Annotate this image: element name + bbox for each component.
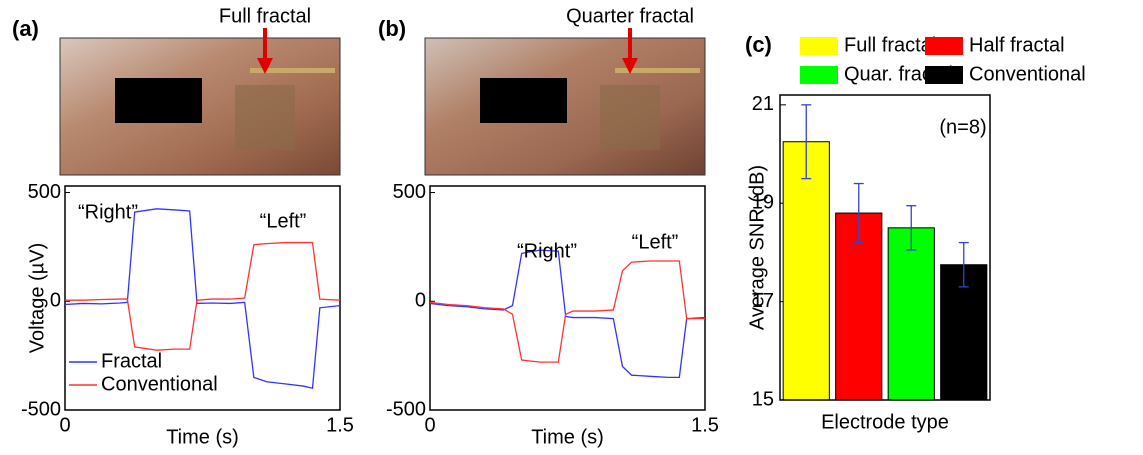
- legend-label: Conventional: [101, 373, 218, 395]
- series-line: [429, 260, 705, 363]
- legend-swatch: [800, 37, 838, 55]
- x-tick-label: 0: [424, 414, 435, 436]
- y-axis-label: Average SNR (dB): [746, 165, 768, 330]
- x-tick-label: 0: [59, 414, 70, 436]
- x-tick-label: 1.5: [326, 414, 354, 436]
- series-line: [429, 249, 706, 379]
- annotation: “Left”: [260, 210, 307, 232]
- arrow-head: [622, 58, 638, 74]
- x-axis-label: Electrode type: [821, 411, 949, 433]
- legend-label: Conventional: [969, 63, 1086, 85]
- bar: [887, 227, 935, 401]
- photo-label: Quarter fractal: [566, 5, 694, 27]
- x-axis-label: Time (s): [531, 426, 604, 448]
- series-line: [65, 241, 341, 351]
- annotation: (n=8): [939, 116, 986, 138]
- plot-frame: [64, 185, 341, 411]
- y-tick-label: 0: [50, 290, 61, 312]
- photo-mask: [480, 78, 567, 123]
- electrode-lead: [250, 68, 335, 73]
- panel-label: (b): [378, 16, 406, 41]
- annotation: “Left”: [632, 231, 679, 253]
- y-tick-label: 0: [415, 290, 426, 312]
- annotation: “Right”: [517, 240, 577, 262]
- legend-swatch: [800, 66, 838, 84]
- y-tick-label: 19: [752, 192, 774, 214]
- y-tick-label: 21: [752, 93, 774, 115]
- y-tick-label: 15: [752, 388, 774, 410]
- photo-mask: [115, 78, 202, 123]
- electrode-patch: [600, 85, 660, 150]
- panel-label: (a): [12, 16, 39, 41]
- photo-label: Full fractal: [219, 5, 311, 27]
- legend-swatch: [925, 66, 963, 84]
- x-axis-label: Time (s): [166, 426, 239, 448]
- legend-label: Fractal: [101, 350, 162, 372]
- legend-swatch: [925, 37, 963, 55]
- y-tick-label: -500: [21, 398, 61, 420]
- electrode-patch: [235, 85, 295, 150]
- legend-label: Full fractal: [844, 34, 936, 56]
- y-tick-label: 500: [28, 181, 61, 203]
- annotation: “Right”: [78, 201, 138, 223]
- plot-frame: [429, 185, 706, 411]
- arrow-head: [257, 58, 273, 74]
- series-line: [64, 208, 341, 390]
- y-axis-label: Voltage (µV): [26, 243, 48, 353]
- x-tick-label: 1.5: [691, 414, 719, 436]
- y-tick-label: -500: [386, 398, 426, 420]
- y-tick-label: 500: [393, 181, 426, 203]
- plot-frame: [779, 94, 991, 401]
- electrode-lead: [615, 68, 700, 73]
- bar: [782, 141, 830, 401]
- legend-label: Half fractal: [969, 34, 1065, 56]
- y-tick-label: 17: [752, 290, 774, 312]
- bar: [835, 212, 883, 401]
- panel-label: (c): [745, 32, 772, 57]
